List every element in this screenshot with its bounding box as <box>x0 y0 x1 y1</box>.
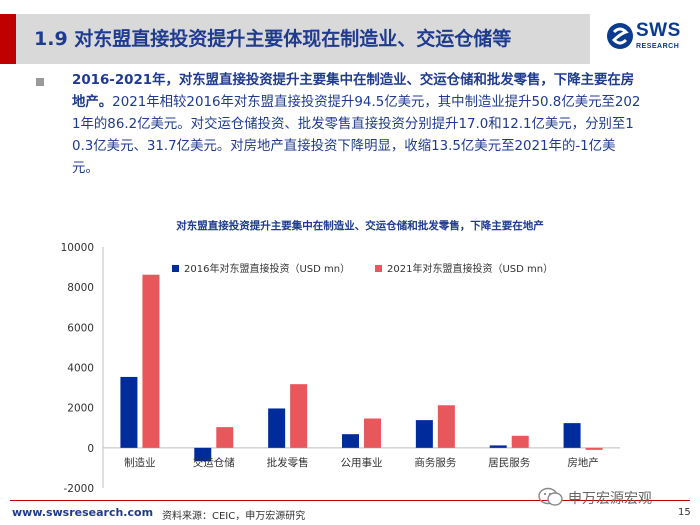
bar-2021-2 <box>290 384 308 448</box>
footer-source: 资料来源：CEIC，申万宏源研究 <box>162 511 306 522</box>
bullet-marker <box>36 78 44 86</box>
bar-2021-4 <box>437 405 455 448</box>
footer-divider <box>10 500 690 501</box>
x-tick-label: 批发零售 <box>267 456 309 469</box>
sws-logo-icon <box>607 23 633 49</box>
y-tick-label: 8000 <box>67 282 94 294</box>
legend-label-0: 2016年对东盟直接投资（USD mn） <box>184 262 350 275</box>
bar-2021-1 <box>216 427 234 448</box>
y-tick-label: -2000 <box>63 483 94 495</box>
title-accent <box>0 14 16 64</box>
x-tick-label: 交运仓储 <box>193 456 235 469</box>
x-tick-label: 公用事业 <box>341 456 383 469</box>
bar-2016-5 <box>489 445 507 448</box>
footer-url-link[interactable]: www.swsresearch.com <box>12 506 154 519</box>
y-tick-label: 2000 <box>67 403 94 415</box>
wechat-icon <box>538 487 563 506</box>
y-tick-label: 4000 <box>67 363 94 375</box>
title-bar: 1.9 对东盟直接投资提升主要体现在制造业、交运仓储等 <box>0 14 590 64</box>
chart-title: 对东盟直接投资提升主要集中在制造业、交运仓储和批发零售，下降主要在地产 <box>176 219 544 232</box>
bar-2016-0 <box>120 376 138 448</box>
summary-lead: 2016-2021年，对东盟直接投资提升主要集中在制造业、交运仓储和批发零售，下… <box>72 73 635 110</box>
x-tick-label: 制造业 <box>124 456 156 469</box>
y-tick-label: 6000 <box>67 322 94 334</box>
y-tick-label: 10000 <box>61 242 94 254</box>
bar-2021-0 <box>142 274 160 448</box>
bar-2021-6 <box>585 447 603 450</box>
summary-paragraph: 2016-2021年，对东盟直接投资提升主要集中在制造业、交运仓储和批发零售，下… <box>72 70 642 180</box>
x-tick-label: 商务服务 <box>414 456 456 469</box>
bar-2016-1 <box>194 447 212 462</box>
x-tick-label: 居民服务 <box>488 456 530 469</box>
x-tick-label: 房地产 <box>567 456 599 469</box>
summary-text: 2021年相较2016年对东盟直接投资提升94.5亿美元，其中制造业提升50.8… <box>72 95 641 176</box>
bar-2016-2 <box>268 408 286 448</box>
sws-logo: SWS RESEARCH <box>606 18 696 58</box>
legend-swatch-0 <box>172 265 179 272</box>
slide-title: 1.9 对东盟直接投资提升主要体现在制造业、交运仓储等 <box>34 28 512 50</box>
y-tick-label: 0 <box>87 443 94 455</box>
legend-swatch-1 <box>375 265 382 272</box>
bar-2021-3 <box>364 418 381 448</box>
bar-2021-5 <box>511 435 529 448</box>
page-number: 15 <box>678 507 691 518</box>
bar-2016-6 <box>563 423 581 448</box>
bar-2016-3 <box>342 434 359 448</box>
logo-sub: RESEARCH <box>636 43 680 50</box>
legend-label-1: 2021年对东盟直接投资（USD mn） <box>387 262 553 275</box>
watermark-text: 申万宏源宏观 <box>568 491 652 507</box>
logo-word: SWS <box>636 20 681 41</box>
wechat-watermark: 申万宏源宏观 <box>536 486 686 508</box>
bar-2016-4 <box>415 420 433 448</box>
